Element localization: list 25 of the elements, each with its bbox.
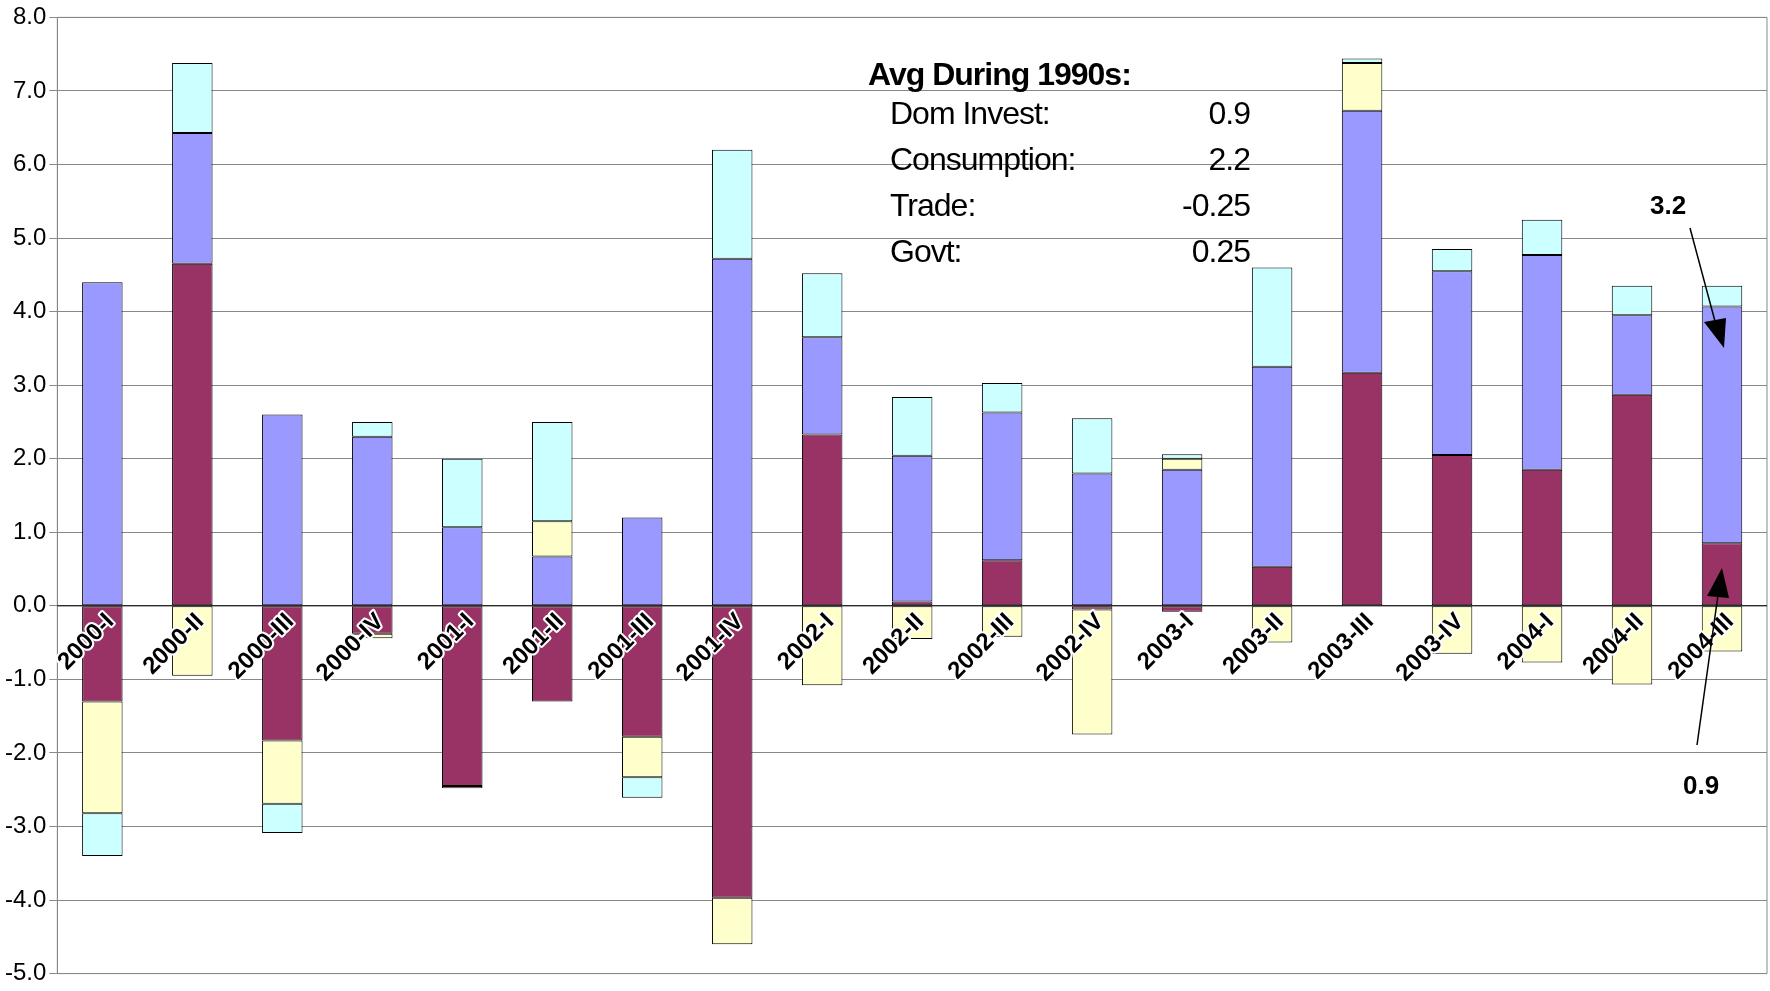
annotation: 0.9 xyxy=(1683,770,1720,801)
y-tick-label: 3.0 xyxy=(12,369,47,397)
y-tick-label: -2.0 xyxy=(5,737,47,765)
y-tick-label: -4.0 xyxy=(5,884,47,912)
y-tick-label: -3.0 xyxy=(5,811,47,839)
annotation: Consumption: xyxy=(890,141,1077,179)
y-tick-label: 6.0 xyxy=(12,149,47,177)
y-tick-label: 7.0 xyxy=(12,75,47,103)
y-tick-label: 2.0 xyxy=(12,443,47,471)
annotation: -0.25 xyxy=(1181,187,1250,225)
annotation: Dom Invest: xyxy=(890,95,1051,133)
annotation: 0.9 xyxy=(1207,95,1250,133)
annotation: Govt: xyxy=(890,233,963,271)
y-tick-label: 5.0 xyxy=(12,222,47,250)
y-tick-label: 0.0 xyxy=(12,590,47,618)
annotation: 3.2 xyxy=(1650,190,1687,221)
annotation: Trade: xyxy=(890,187,977,225)
y-tick-label: -1.0 xyxy=(5,664,47,692)
y-tick-label: 8.0 xyxy=(12,2,47,30)
y-tick-label: 1.0 xyxy=(12,516,47,544)
y-tick-label: -5.0 xyxy=(5,958,47,986)
annotation: 0.25 xyxy=(1190,233,1250,271)
y-tick-label: 4.0 xyxy=(12,296,47,324)
annotation: 2.2 xyxy=(1207,141,1250,179)
annotation: Avg During 1990s: xyxy=(868,56,1132,93)
